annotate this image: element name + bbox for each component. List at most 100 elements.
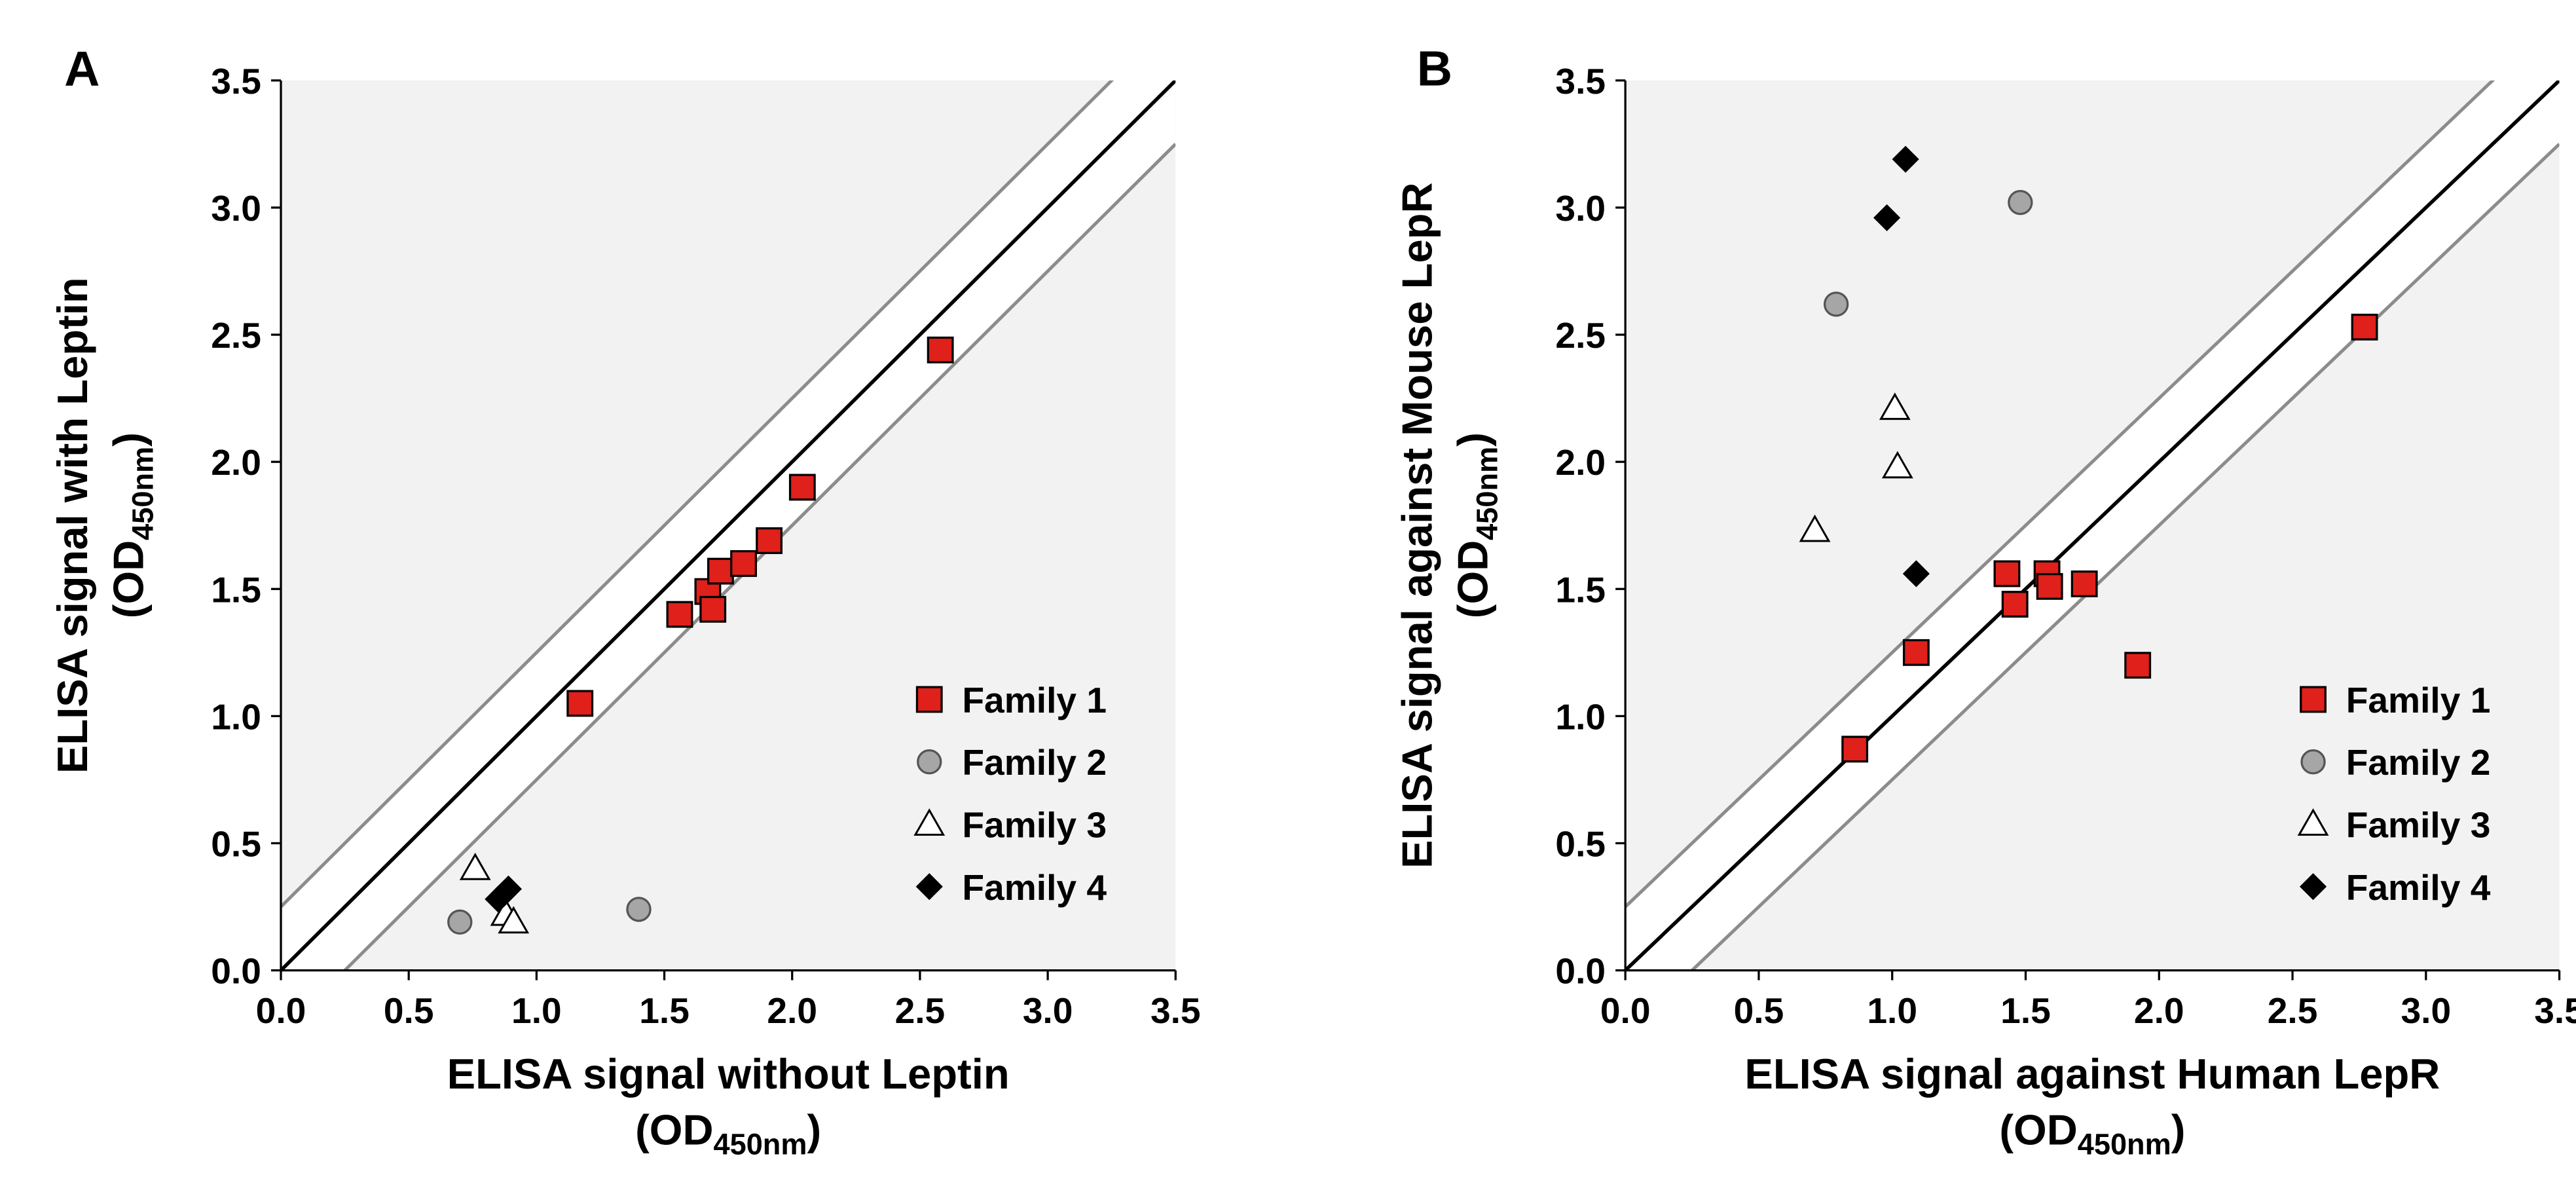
- x-tick-label: 2.5: [895, 990, 946, 1031]
- series-family-4: [485, 875, 523, 913]
- data-point: [1799, 514, 1831, 542]
- y-tick-label: 2.5: [211, 315, 261, 356]
- upper-bound-line: [1625, 80, 2495, 908]
- y-axis-unit: (OD450nm): [1449, 432, 1504, 618]
- axes: 0.0 0.5 1.0 1.5 2.0 2.5 3.0 3.5 0.0 0.5 1.0 1.5 2.0 2…: [211, 61, 1200, 1031]
- y-tick-label: 3.5: [1555, 61, 1606, 102]
- x-axis-title: ELISA signal against Human LepR: [1744, 1050, 2440, 1098]
- y-axis-unit-prefix: (OD: [104, 540, 152, 618]
- data-point: [788, 474, 816, 501]
- data-point: [699, 595, 727, 623]
- legend-label: Family 2: [962, 742, 1107, 783]
- data-point: [2124, 652, 2152, 679]
- legend: Family 1 Family 2 Family 3 Family 4: [2297, 680, 2491, 908]
- x-tick-label: 2.0: [2134, 990, 2184, 1031]
- y-tick-label: 2.5: [1555, 315, 1606, 356]
- x-tick-label: 0.5: [384, 990, 434, 1031]
- data-point: [1993, 560, 2021, 587]
- data-point: [927, 336, 954, 363]
- axes: 0.0 0.5 1.0 1.5 2.0 2.5 3.0 3.5 0.0 0.5 1.0 1.5 2.0 2…: [1555, 61, 2576, 1031]
- data-point: [1881, 451, 1913, 479]
- x-axis-title: ELISA signal without Leptin: [447, 1050, 1010, 1098]
- x-axis-unit-sub: 450nm: [2078, 1127, 2171, 1161]
- y-axis-unit-suffix: ): [104, 432, 152, 447]
- x-tick-label: 1.5: [639, 990, 690, 1031]
- data-point: [2008, 190, 2033, 215]
- x-tick-label: 0.5: [1734, 990, 1784, 1031]
- legend-marker: [2300, 749, 2326, 775]
- legend-marker: [917, 749, 942, 775]
- data-point: [2036, 572, 2063, 600]
- y-axis-unit: (OD450nm): [104, 432, 159, 618]
- series-family-2: [1823, 190, 2033, 317]
- data-point: [626, 897, 652, 922]
- identity-line: [1625, 80, 2560, 971]
- data-point: [1873, 204, 1901, 232]
- data-point: [1902, 560, 1930, 587]
- data-point: [666, 601, 693, 628]
- data-point: [1841, 736, 1869, 763]
- data-point: [2351, 313, 2378, 341]
- data-point: [1902, 639, 1930, 666]
- data-point: [730, 550, 757, 577]
- legend-marker: [915, 686, 943, 713]
- reference-lines: [281, 80, 1176, 971]
- legend: Family 1 Family 2 Family 3 Family 4: [913, 680, 1107, 908]
- data-point: [447, 909, 473, 935]
- legend-marker: [915, 873, 943, 901]
- x-tick-label: 0.0: [1600, 990, 1651, 1031]
- legend-label: Family 4: [2346, 867, 2491, 908]
- y-axis-title: ELISA signal with Leptin: [48, 277, 96, 773]
- series-family-3: [1799, 392, 1913, 542]
- legend-label: Family 1: [962, 680, 1107, 720]
- x-axis-unit-prefix: (OD: [635, 1106, 713, 1153]
- x-tick-label: 3.0: [1023, 990, 1073, 1031]
- x-tick-label: 0.0: [256, 990, 306, 1031]
- legend-label: Family 1: [2346, 680, 2491, 720]
- y-tick-label: 3.5: [211, 61, 261, 102]
- y-axis-title: ELISA signal against Mouse LepR: [1393, 182, 1441, 868]
- legend-marker: [2300, 686, 2327, 713]
- data-point: [459, 852, 491, 880]
- x-tick-label: 3.5: [1150, 990, 1201, 1031]
- y-tick-label: 1.5: [1555, 569, 1606, 610]
- identity-line: [281, 80, 1176, 971]
- x-tick-label: 1.0: [511, 990, 562, 1031]
- data-point: [498, 906, 530, 934]
- panel-a: A 0.0 0.5 1.0 1.5 2.0 2.5 3.0 3.5 0.0 0.5 1.0 1.5 2.0…: [48, 41, 1200, 1161]
- x-tick-label: 1.5: [2000, 990, 2051, 1031]
- x-axis-unit-suffix: ): [2171, 1106, 2186, 1153]
- y-tick-label: 0.5: [211, 824, 261, 865]
- data-point: [1823, 291, 1849, 317]
- x-axis-unit-suffix: ): [807, 1106, 821, 1153]
- series-family-1: [566, 336, 954, 717]
- upper-bound-line: [281, 80, 1114, 908]
- data-point: [756, 527, 783, 554]
- x-tick-label: 3.0: [2401, 990, 2451, 1031]
- series-family-3: [459, 852, 530, 934]
- data-point: [494, 875, 523, 903]
- y-tick-label: 3.0: [211, 188, 261, 229]
- y-axis-unit-sub: 450nm: [1471, 447, 1504, 540]
- panel-label: A: [64, 41, 100, 96]
- y-tick-label: 1.0: [211, 696, 261, 737]
- legend-marker: [2299, 873, 2327, 901]
- panel-label: B: [1417, 41, 1452, 96]
- legend-label: Family 3: [962, 805, 1107, 846]
- panel-b: B 0.0 0.5 1.0 1.5 2.0 2.5 3.0 3.5 0.0 0.5 1.0 1.5 2.0…: [1393, 41, 2576, 1161]
- x-axis-unit-sub: 450nm: [714, 1127, 807, 1161]
- x-tick-label: 2.0: [767, 990, 817, 1031]
- legend-marker: [913, 808, 946, 836]
- y-tick-label: 2.0: [211, 442, 261, 483]
- y-axis-unit-suffix: ): [1449, 432, 1497, 447]
- y-axis-unit-sub: 450nm: [126, 447, 159, 540]
- series-family-2: [447, 897, 652, 935]
- legend-label: Family 3: [2346, 805, 2491, 846]
- legend-label: Family 4: [962, 867, 1107, 908]
- data-point: [2001, 591, 2029, 618]
- series-family-1: [1841, 313, 2378, 763]
- legend-marker: [2297, 808, 2329, 836]
- x-tick-label: 2.5: [2268, 990, 2318, 1031]
- data-point: [566, 690, 594, 717]
